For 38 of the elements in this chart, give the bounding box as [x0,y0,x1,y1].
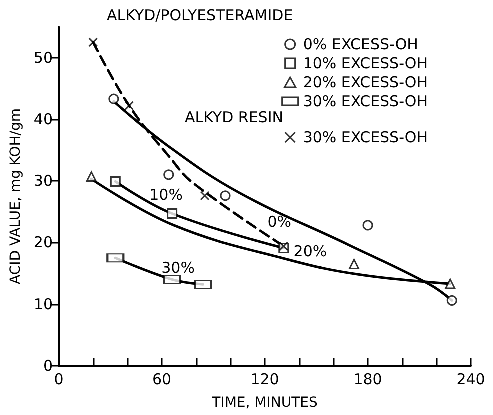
x-tick-label: 60 [152,370,172,388]
legend-label: 30% EXCESS-OH [303,128,428,146]
point [200,191,210,201]
x-tick-label: 180 [354,370,382,388]
point [124,101,134,111]
legend-label: 20% EXCESS-OH [303,74,428,92]
x-axis-title: TIME, MINUTES [211,395,318,411]
point [108,94,120,104]
point [164,170,174,180]
legend-label: 10% EXCESS-OH [303,54,428,72]
point [86,172,97,182]
point [279,242,289,252]
y-tick-label: 30 [34,172,53,190]
point [167,208,178,220]
legend-label: 0% EXCESS-OH [303,36,418,54]
point [445,278,456,290]
y-tick-label: 10 [34,295,53,314]
annotation: 0% [268,212,292,231]
point [362,220,374,231]
annotation: ALKYD RESIN [185,108,284,126]
point [349,259,360,270]
point [446,295,458,306]
annotation: 30% [162,259,195,278]
annotation: 10% [150,186,183,204]
legend-title: ALKYD/POLYESTERAMIDE [107,6,294,24]
point [88,38,98,48]
y-tick-label: 0 [43,357,53,375]
annotation: 20% [294,242,328,261]
y-axis-title: ACID VALUE, mg KOH/gm [8,108,24,284]
legend-label: 30% EXCESS-OH [303,92,428,110]
x-tick-label: 240 [456,370,486,388]
point [220,190,231,202]
y-tick-label: 20 [34,234,53,252]
y-tick-label: 40 [34,110,53,128]
y-tick-label: 50 [34,48,53,67]
x-tick-label: 120 [250,370,280,388]
point [110,176,121,187]
x-tick-label: 0 [54,370,64,388]
